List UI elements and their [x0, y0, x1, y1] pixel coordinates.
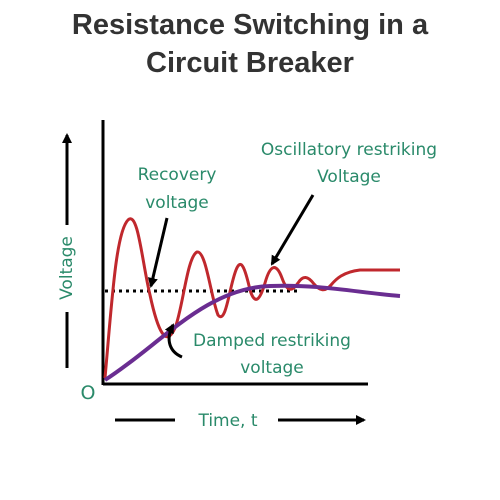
recovery-pointer-arrow [147, 217, 169, 288]
recovery-voltage-label-line-1: Recovery [138, 165, 217, 185]
y-axis-label: Voltage [57, 236, 77, 300]
oscillatory-pointer-arrow [270, 194, 315, 266]
damped-restriking-curve [103, 283, 401, 382]
origin-label: O [81, 382, 96, 404]
damped-pointer-arrow [164, 323, 183, 359]
damped-restriking-label-line-1: Damped restriking [193, 331, 351, 351]
x-axis-label: Time, t [197, 411, 257, 431]
recovery-voltage-label-line-2: voltage [145, 193, 209, 213]
diagram-title: Resistance Switching in a Circuit Breake… [0, 6, 500, 82]
oscillatory-restriking-label-line-2: Voltage [317, 167, 381, 187]
damped-restriking-label-line-2: voltage [240, 358, 304, 378]
oscillatory-restriking-label-line-1: Oscillatory restriking [261, 140, 437, 160]
title-line-2: Circuit Breaker [146, 47, 354, 79]
title-line-1: Resistance Switching in a [71, 9, 429, 41]
oscillatory-restriking-curve [103, 217, 400, 379]
